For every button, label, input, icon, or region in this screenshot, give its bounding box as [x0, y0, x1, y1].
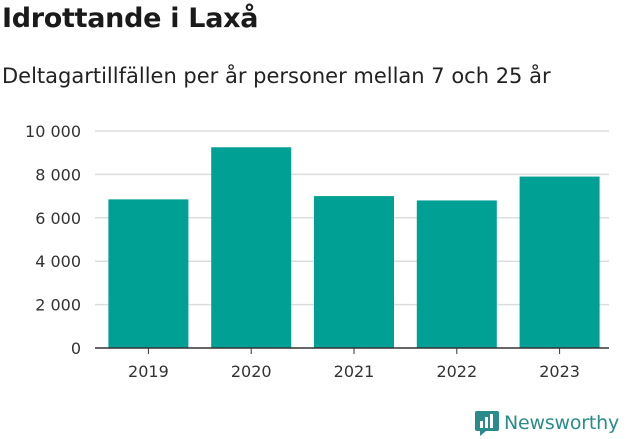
y-axis-ticks: 0 2 000 4 000 6 000 8 000 10 000: [25, 122, 81, 358]
newsworthy-logo-icon: [475, 411, 499, 436]
brand-name: Newsworthy: [504, 412, 620, 434]
y-tick-label: 8 000: [35, 165, 81, 184]
x-tick-label: 2023: [539, 362, 580, 381]
chart-title: Idrottande i Laxå: [2, 3, 259, 34]
y-tick-label: 6 000: [35, 209, 81, 228]
chart-subtitle: Deltagartillfällen per år personer mella…: [2, 64, 551, 88]
bar-2019: [108, 199, 189, 348]
x-tick-label: 2022: [436, 362, 477, 381]
x-tick-label: 2020: [231, 362, 272, 381]
bars: [108, 147, 600, 348]
x-tick-label: 2021: [334, 362, 375, 381]
bar-2022: [416, 200, 497, 348]
y-tick-label: 10 000: [25, 122, 81, 141]
bar-2023: [519, 176, 600, 348]
y-tick-label: 2 000: [35, 296, 81, 315]
y-tick-label: 4 000: [35, 252, 81, 271]
x-axis-ticks: 2019 2020 2021 2022 2023: [128, 348, 580, 381]
bar-2020: [211, 147, 292, 348]
y-tick-label: 0: [71, 339, 81, 358]
x-tick-label: 2019: [128, 362, 169, 381]
bar-2021: [314, 196, 394, 348]
brand-logo: Newsworthy: [474, 407, 619, 439]
